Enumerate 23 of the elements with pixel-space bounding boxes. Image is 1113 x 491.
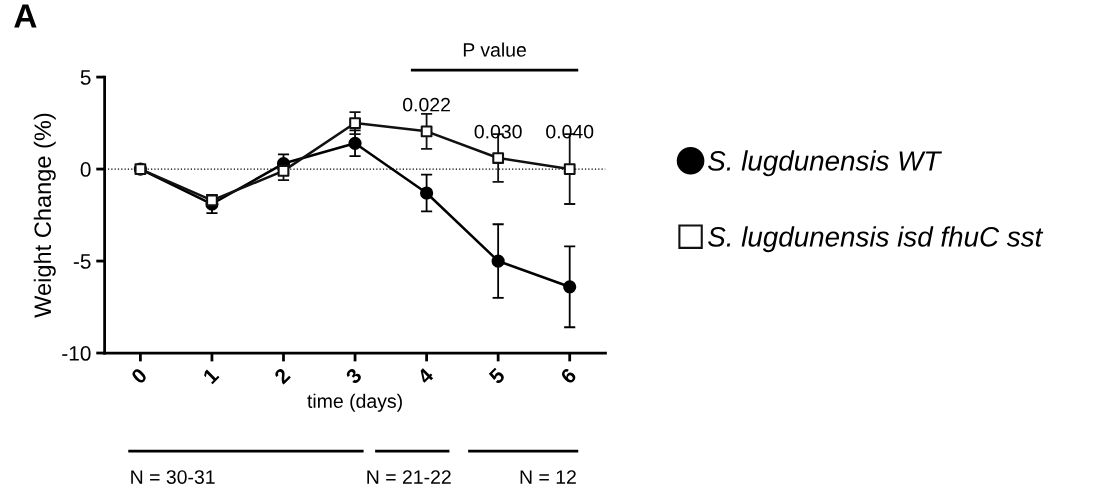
y-tick-label: 5: [80, 70, 91, 85]
text: A: [14, 4, 37, 28]
x-tick-label: 2: [273, 367, 291, 385]
x-tick-label: 5: [488, 367, 506, 385]
x-axis-title: time (days): [307, 393, 402, 412]
x-tick-label: 4: [416, 366, 435, 385]
text: N = 30-31: [131, 470, 215, 484]
x-tick-label: 3: [344, 367, 363, 385]
x-tick-label: 0: [130, 367, 148, 385]
annotation: 0.030: [474, 124, 522, 139]
text: P value: [463, 42, 526, 57]
y-tick-label: 0: [80, 162, 91, 177]
annotation: 0.022: [403, 97, 450, 112]
annotation: 0.040: [546, 124, 594, 139]
x-tick-label: 1: [202, 367, 220, 385]
legend-label: S. lugdunensis WT: [708, 150, 943, 177]
legend-label: S. lugdunensis isd fhuC sst: [708, 226, 1044, 253]
y-tick-label: -10: [62, 346, 91, 361]
y-tick-label: -5: [73, 254, 91, 269]
x-tick-label: 6: [559, 367, 578, 385]
text: N = 12: [520, 470, 576, 484]
y-axis-title: Weight Change (%): [33, 113, 56, 318]
text: N = 21-22: [367, 470, 451, 484]
